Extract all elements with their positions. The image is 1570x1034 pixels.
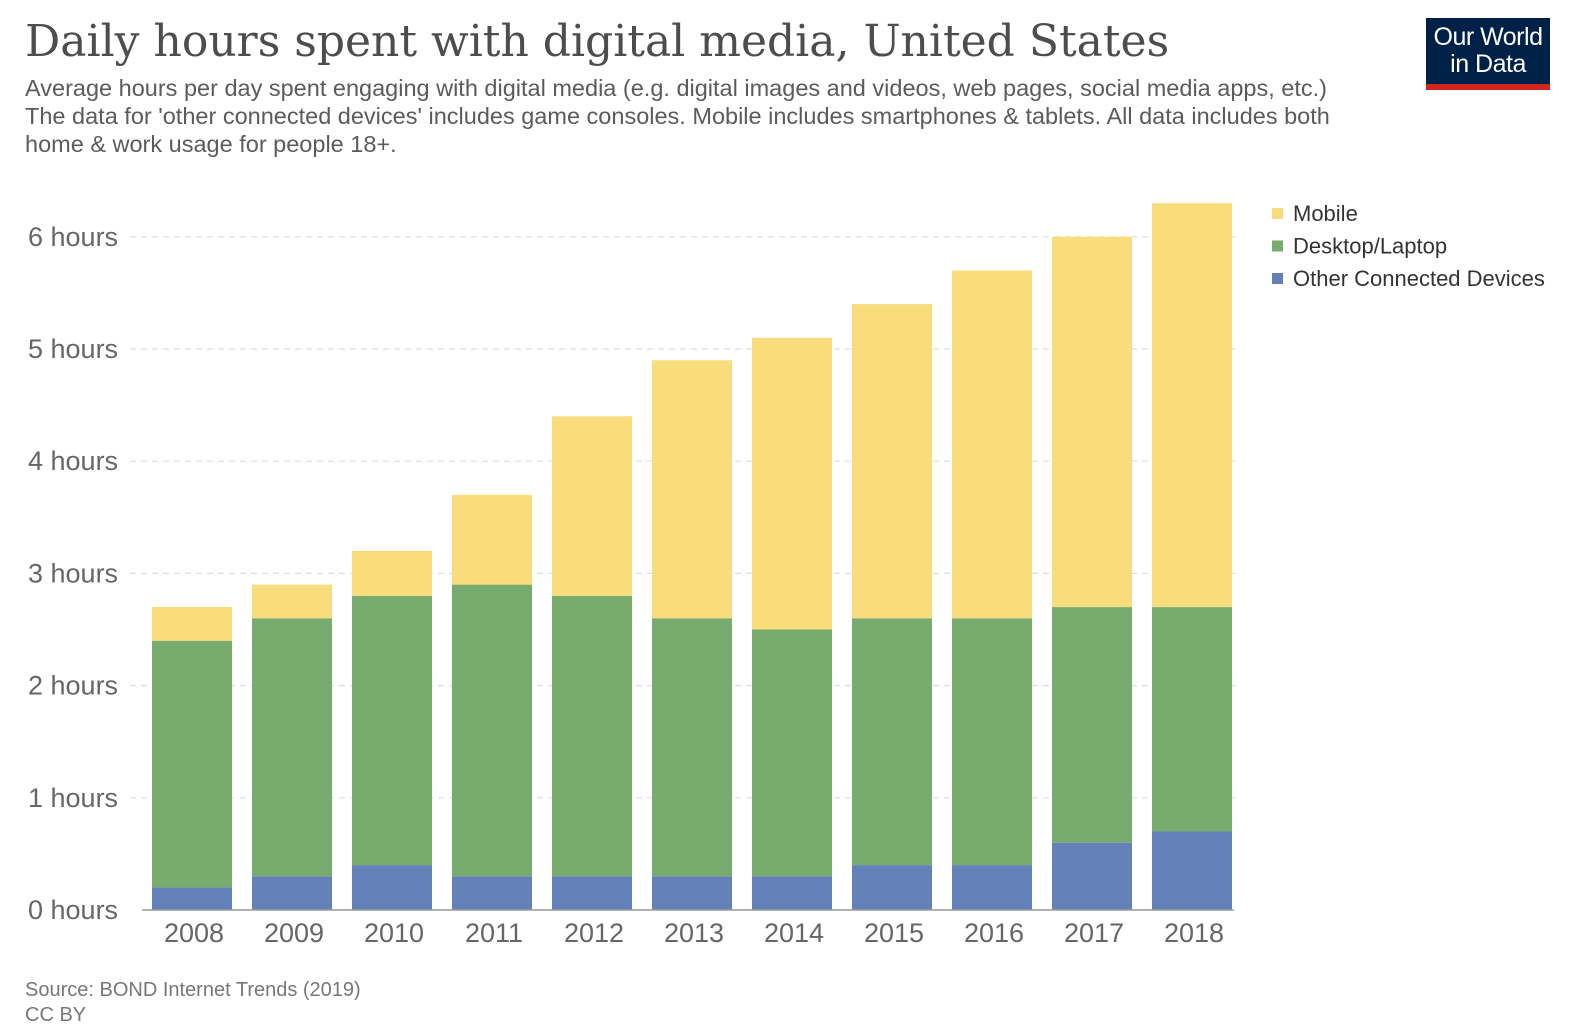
bar-2018-other-connected-devices[interactable] [1152, 831, 1232, 910]
legend-swatch-desktop-laptop [1272, 240, 1283, 252]
bar-2013-other-connected-devices[interactable] [652, 876, 732, 910]
bar-2012-other-connected-devices[interactable] [552, 876, 632, 910]
bars [152, 203, 1232, 910]
x-tick-label: 2017 [1064, 918, 1124, 948]
bar-2018-desktop-laptop[interactable] [1152, 607, 1232, 832]
chart-footer: Source: BOND Internet Trends (2019) CC B… [25, 978, 361, 1028]
y-tick-label: 2 hours [28, 671, 118, 701]
chart-subtitle: Average hours per day spent engaging wit… [25, 75, 1330, 157]
bar-2017-mobile[interactable] [1052, 236, 1132, 608]
owid-logo[interactable]: Our World in Data [1426, 18, 1550, 90]
bar-2011-desktop-laptop[interactable] [452, 584, 532, 877]
legend-label-mobile[interactable]: Mobile [1293, 201, 1358, 226]
bar-2011-other-connected-devices[interactable] [452, 876, 532, 910]
bar-2008-desktop-laptop[interactable] [152, 640, 232, 888]
bar-2016-other-connected-devices[interactable] [952, 865, 1032, 910]
chart-title: Daily hours spent with digital media, Un… [25, 16, 1170, 67]
legend-label-other-connected-devices[interactable]: Other Connected Devices [1293, 266, 1545, 291]
bar-2011-mobile[interactable] [452, 494, 532, 585]
x-tick-label: 2016 [964, 918, 1024, 948]
bar-2012-mobile[interactable] [552, 416, 632, 596]
legend-swatch-other-connected-devices [1272, 273, 1283, 284]
x-tick-label: 2008 [164, 918, 224, 948]
x-tick-label: 2009 [264, 918, 324, 948]
bar-2008-other-connected-devices[interactable] [152, 887, 232, 910]
logo-line-2: in Data [1450, 50, 1526, 78]
bar-2012-desktop-laptop[interactable] [552, 595, 632, 877]
x-tick-label: 2018 [1164, 918, 1224, 948]
bar-2016-mobile[interactable] [952, 270, 1032, 619]
x-tick-label: 2010 [364, 918, 424, 948]
bar-2015-mobile[interactable] [852, 304, 932, 619]
bar-2009-other-connected-devices[interactable] [252, 876, 332, 910]
bar-2009-mobile[interactable] [252, 584, 332, 619]
bar-2014-desktop-laptop[interactable] [752, 629, 832, 877]
x-tick-label: 2011 [465, 918, 523, 948]
source-note: Source: BOND Internet Trends (2019) [25, 979, 361, 1001]
bar-2015-other-connected-devices[interactable] [852, 865, 932, 910]
legend-label-desktop-laptop[interactable]: Desktop/Laptop [1293, 234, 1447, 259]
bar-2017-other-connected-devices[interactable] [1052, 842, 1132, 910]
bar-2014-mobile[interactable] [752, 337, 832, 630]
legend: Mobile Desktop/Laptop Other Connected Devi… [1272, 201, 1545, 291]
x-tick-label: 2013 [664, 918, 724, 948]
license-note: CC BY [25, 1004, 87, 1026]
bar-2008-mobile[interactable] [152, 607, 232, 641]
legend-swatch-mobile [1272, 208, 1283, 219]
logo-line-1: Our World [1433, 23, 1543, 51]
y-tick-label: 4 hours [28, 446, 118, 476]
bar-2018-mobile[interactable] [1152, 203, 1232, 608]
bar-2010-other-connected-devices[interactable] [352, 865, 432, 910]
bar-2016-desktop-laptop[interactable] [952, 618, 1032, 866]
axes: 0 hours 1 hours 2 hours 3 hours 4 hours 5 hou… [28, 222, 1234, 948]
bar-2013-desktop-laptop[interactable] [652, 618, 732, 877]
bar-2009-desktop-laptop[interactable] [252, 618, 332, 877]
y-tick-label: 1 hours [28, 783, 118, 813]
bar-2013-mobile[interactable] [652, 360, 732, 619]
bar-2010-mobile[interactable] [352, 550, 432, 596]
bar-2015-desktop-laptop[interactable] [852, 618, 932, 866]
y-tick-label: 6 hours [28, 222, 118, 252]
bar-2010-desktop-laptop[interactable] [352, 595, 432, 866]
bar-2017-desktop-laptop[interactable] [1052, 607, 1132, 843]
y-tick-label: 3 hours [28, 558, 118, 588]
y-tick-label: 0 hours [28, 895, 118, 925]
x-tick-label: 2012 [564, 918, 624, 948]
bar-2014-other-connected-devices[interactable] [752, 876, 832, 910]
x-tick-label: 2015 [864, 918, 924, 948]
x-tick-label: 2014 [764, 918, 824, 948]
y-tick-label: 5 hours [28, 334, 118, 364]
